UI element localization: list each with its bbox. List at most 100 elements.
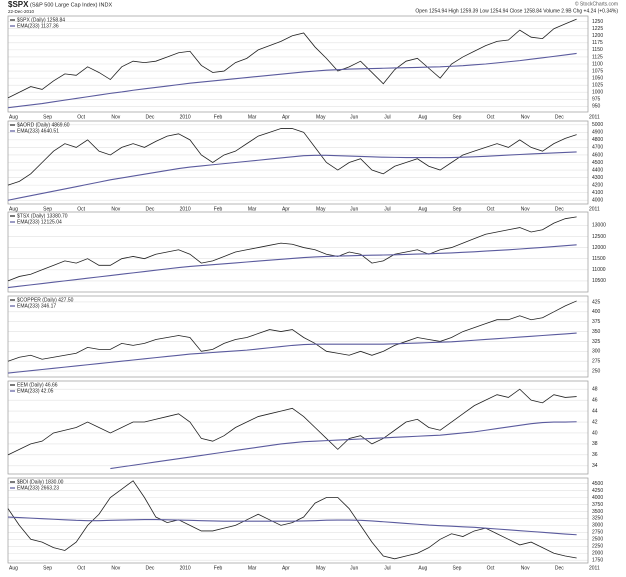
price-line <box>7 480 577 560</box>
x-tick-label: Aug <box>9 206 18 212</box>
y-tick-label: 4300 <box>592 175 603 181</box>
x-tick-label: Sep <box>43 206 52 212</box>
x-tick-label: Apr <box>282 206 290 212</box>
x-tick-label: Nov <box>111 114 120 120</box>
y-tick-label: 950 <box>592 104 601 110</box>
y-tick-label: 325 <box>592 339 601 345</box>
x-tick-label: Apr <box>282 565 290 571</box>
y-tick-label: 1200 <box>592 33 603 39</box>
price-line <box>7 244 577 289</box>
y-tick-label: 48 <box>592 387 598 393</box>
y-tick-label: 275 <box>592 359 601 365</box>
y-tick-label: 4100 <box>592 190 603 196</box>
x-tick-label: Sep <box>43 114 52 120</box>
y-tick-label: 300 <box>592 349 601 355</box>
price-line <box>7 18 577 99</box>
price-line <box>7 128 577 186</box>
y-tick-label: 1050 <box>592 75 603 81</box>
x-tick-label: Jul <box>384 206 390 212</box>
x-tick-label: Jun <box>350 565 358 571</box>
x-tick-label: Jun <box>350 114 358 120</box>
x-tick-label: Nov <box>111 565 120 571</box>
panel-frame <box>7 477 589 564</box>
y-tick-label: 2250 <box>592 544 603 550</box>
legend-label: $TSX (Daily) 13380.70 <box>17 213 68 219</box>
y-tick-label: 4000 <box>592 495 603 501</box>
x-tick-label: Aug <box>418 114 427 120</box>
x-tick-label: Apr <box>282 114 290 120</box>
x-tick-label: Sep <box>43 565 52 571</box>
x-tick-label: Mar <box>248 206 257 212</box>
x-tick-label: Jul <box>384 565 390 571</box>
x-tick-label: 2010 <box>180 206 191 212</box>
x-tick-label: Nov <box>521 206 530 212</box>
x-tick-label: Aug <box>418 206 427 212</box>
y-tick-label: 1025 <box>592 83 603 89</box>
y-tick-label: 46 <box>592 397 598 403</box>
x-tick-label: 2011 <box>589 565 600 571</box>
y-tick-label: 36 <box>592 452 598 458</box>
y-tick-label: 4700 <box>592 145 603 151</box>
legend-label: EMA(233) 346.17 <box>17 303 56 309</box>
legend-label: $AORD (Daily) 4869.60 <box>17 122 70 128</box>
legend-label: EMA(233) 2663.23 <box>17 485 59 491</box>
x-tick-label: Mar <box>248 114 257 120</box>
legend-label: EMA(233) 12125.04 <box>17 219 62 225</box>
y-tick-label: 12500 <box>592 234 606 240</box>
panel-frame <box>7 120 589 205</box>
x-tick-label: Feb <box>214 206 223 212</box>
y-tick-label: 1100 <box>592 61 603 67</box>
x-tick-label: Oct <box>77 206 85 212</box>
y-tick-label: 4200 <box>592 182 603 188</box>
y-tick-label: 3500 <box>592 509 603 515</box>
symbol: $SPX <box>8 0 29 9</box>
legend-label: $BDI (Daily) 1830.00 <box>17 479 64 485</box>
x-tick-label: 2011 <box>589 114 600 120</box>
x-tick-label: Sep <box>453 206 462 212</box>
price-line <box>110 421 577 470</box>
x-tick-label: Dec <box>145 565 154 571</box>
y-tick-label: 4500 <box>592 481 603 487</box>
x-tick-label: Aug <box>418 565 427 571</box>
y-tick-label: 4800 <box>592 137 603 143</box>
legend-label: EEM (Daily) 46.66 <box>17 382 58 388</box>
x-tick-label: 2010 <box>180 114 191 120</box>
y-tick-label: 4250 <box>592 488 603 494</box>
y-tick-label: 11500 <box>592 256 606 262</box>
panel-frame <box>7 15 589 113</box>
y-tick-label: 4000 <box>592 198 603 204</box>
legend-label: EMA(233) 42.05 <box>17 388 54 394</box>
price-line <box>7 52 577 109</box>
y-tick-label: 1175 <box>592 40 603 46</box>
x-tick-label: Oct <box>487 114 495 120</box>
x-tick-label: 2011 <box>589 206 600 212</box>
price-line <box>7 332 577 374</box>
x-tick-label: Feb <box>214 565 223 571</box>
y-tick-label: 3000 <box>592 523 603 529</box>
y-tick-label: 40 <box>592 430 598 436</box>
y-tick-label: 1075 <box>592 68 603 74</box>
x-tick-label: Mar <box>248 565 257 571</box>
y-tick-label: 4900 <box>592 130 603 136</box>
y-tick-label: 34 <box>592 463 598 469</box>
price-line <box>7 300 577 362</box>
x-tick-label: May <box>316 206 326 212</box>
price-line <box>7 151 577 201</box>
x-tick-label: Oct <box>487 206 495 212</box>
source: © StockCharts.com <box>575 0 618 7</box>
price-line <box>7 388 577 456</box>
y-tick-label: 1225 <box>592 26 603 32</box>
y-tick-label: 1000 <box>592 90 603 96</box>
x-tick-label: Dec <box>555 114 564 120</box>
y-tick-label: 2000 <box>592 551 603 557</box>
x-tick-label: Feb <box>214 114 223 120</box>
x-tick-label: Jun <box>350 206 358 212</box>
x-tick-label: Nov <box>111 206 120 212</box>
y-tick-label: 375 <box>592 319 601 325</box>
x-tick-label: Dec <box>555 206 564 212</box>
symbol-name: (S&P 500 Large Cap Index) INDX <box>30 2 112 8</box>
y-tick-label: 4600 <box>592 152 603 158</box>
x-tick-label: May <box>316 565 326 571</box>
x-tick-label: Dec <box>145 114 154 120</box>
